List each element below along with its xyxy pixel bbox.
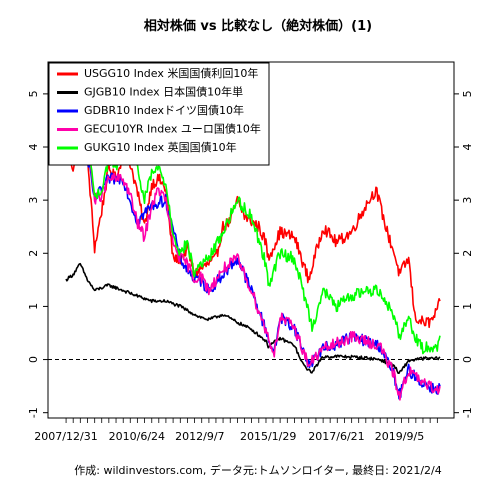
y-tick-label-right: -1 (461, 407, 474, 418)
legend-label-3: GECU10YR Index ユーロ国債10年 (84, 122, 261, 136)
legend-label-0: USGG10 Index 米国国債利回10年 (84, 66, 258, 80)
series-line-3 (65, 116, 441, 401)
x-tick-label: 2010/6/24 (109, 430, 165, 443)
legend-label-4: GUKG10 Index 英国国債10年 (84, 140, 237, 154)
y-tick-label-right: 3 (461, 197, 474, 204)
y-tick-label-left: -1 (27, 407, 40, 418)
x-tick-label: 2007/12/31 (34, 430, 97, 443)
series-line-1 (65, 262, 441, 375)
y-tick-label-left: 0 (27, 356, 40, 363)
plot-frame (47, 61, 455, 419)
y-tick-label-right: 2 (461, 250, 474, 257)
source-credit: 作成: wildinvestors.com, データ元:トムソンロイター, 最終… (74, 463, 441, 477)
legend-label-2: GDBR10 Indexドイツ国債10年 (84, 103, 244, 117)
x-axis: 2007/12/31 2010/6/24 2012/9/7 2015/1/29 2017… (34, 418, 438, 443)
y-axis-right: -1 0 1 2 3 4 5 (454, 90, 474, 418)
legend: USGG10 Index 米国国債利回10年 GJGB10 Index 日本国債1… (48, 62, 270, 166)
legend-box (48, 62, 270, 166)
y-tick-label-left: 4 (27, 144, 40, 151)
chart-title: 相対株価 vs 比較なし（絶対株価）(1) (144, 18, 372, 34)
y-tick-label-right: 0 (461, 356, 474, 363)
y-tick-label-right: 4 (461, 144, 474, 151)
x-tick-label: 2015/1/29 (240, 430, 296, 443)
x-tick-label: 2019/9/5 (375, 430, 424, 443)
y-tick-label-left: 5 (27, 90, 40, 97)
y-tick-label-right: 1 (461, 303, 474, 310)
y-axis-left: -1 0 1 2 3 4 5 (27, 90, 48, 418)
legend-label-1: GJGB10 Index 日本国債10年単 (84, 85, 243, 99)
x-tick-label: 2017/6/21 (308, 430, 364, 443)
y-tick-label-right: 5 (461, 90, 474, 97)
x-tick-label: 2012/9/7 (175, 430, 224, 443)
y-tick-label-left: 1 (27, 303, 40, 310)
y-tick-label-left: 3 (27, 197, 40, 204)
y-tick-label-left: 2 (27, 250, 40, 257)
